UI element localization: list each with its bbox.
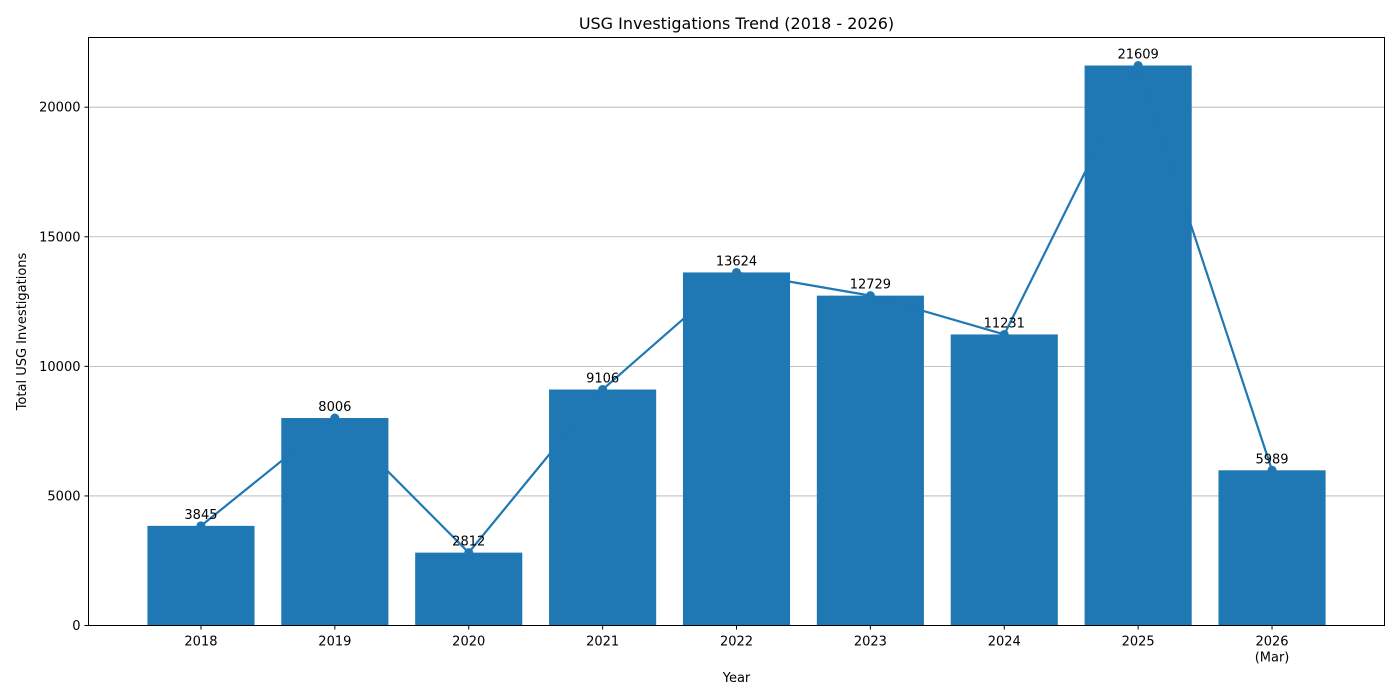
bar	[549, 389, 657, 626]
x-tick-label: 2018	[184, 635, 217, 650]
x-tick-label-line: 2026	[1255, 635, 1288, 650]
x-tick-label: 2024	[988, 635, 1021, 650]
x-tick-label-line: 2024	[988, 635, 1021, 650]
bars	[147, 65, 1326, 626]
bar	[1218, 470, 1326, 626]
trend-point	[196, 521, 206, 531]
y-tick-label: 10000	[39, 360, 80, 375]
data-label: 8006	[318, 400, 351, 415]
trend-point	[1267, 465, 1277, 475]
bar	[147, 525, 255, 626]
data-label: 2812	[452, 535, 485, 550]
trend-point	[464, 548, 474, 558]
x-tick-label-line: 2023	[854, 635, 887, 650]
y-tick-label: 5000	[47, 489, 80, 504]
trend-point	[732, 267, 741, 277]
data-label: 21609	[1117, 48, 1158, 63]
data-label: 5989	[1255, 452, 1288, 467]
x-tick-label: 2026 (Mar)	[1255, 635, 1290, 666]
trend-point	[330, 413, 340, 423]
bar	[816, 295, 924, 626]
x-tick-label-line: 2021	[586, 635, 619, 650]
y-tick-label: 0	[72, 619, 80, 634]
x-tick-label: 2025	[1122, 635, 1155, 650]
bar	[682, 272, 791, 626]
x-tick-label-line: 2020	[452, 635, 485, 650]
bar	[950, 334, 1058, 626]
trend-point	[865, 291, 875, 301]
value-labels: 3845 8006 2812 9106 13624 12729 11231 21609 5989	[184, 48, 1288, 550]
x-tick-label: 2022	[720, 635, 753, 650]
trend-point	[598, 385, 608, 395]
data-label: 9106	[586, 372, 619, 387]
x-tick-label: 2023	[854, 635, 887, 650]
bar	[1084, 65, 1192, 626]
x-tick-label-line: 2025	[1122, 635, 1155, 650]
y-tick-label: 20000	[39, 101, 80, 116]
chart-title: USG Investigations Trend (2018 - 2026)	[579, 14, 894, 33]
y-axis-label: Total USG Investigations	[15, 252, 30, 411]
x-tick-label-line: 2019	[318, 635, 351, 650]
x-tick-label: 2019	[318, 635, 351, 650]
x-tick-label-line: 2018	[184, 635, 217, 650]
trend-line	[196, 61, 1277, 558]
x-tick-label-line: (Mar)	[1255, 651, 1290, 666]
x-tick-label: 2021	[586, 635, 619, 650]
data-label: 12729	[850, 278, 891, 293]
x-axis-label: Year	[722, 671, 751, 686]
y-tick-label: 15000	[39, 230, 80, 245]
x-tick-label: 2020	[452, 635, 485, 650]
y-axis: 0 5000 10000 15000 20000	[39, 101, 89, 634]
data-label: 13624	[716, 254, 757, 269]
bar	[415, 552, 523, 626]
data-label: 11231	[984, 316, 1025, 331]
x-axis: 2018 2019 2020 2021 2022 2023 2024 2025 2026 (Mar…	[184, 625, 1290, 666]
trend-point	[999, 329, 1009, 339]
x-tick-label-line: 2022	[720, 635, 753, 650]
trend-point	[1133, 61, 1143, 71]
data-label: 3845	[184, 508, 217, 523]
